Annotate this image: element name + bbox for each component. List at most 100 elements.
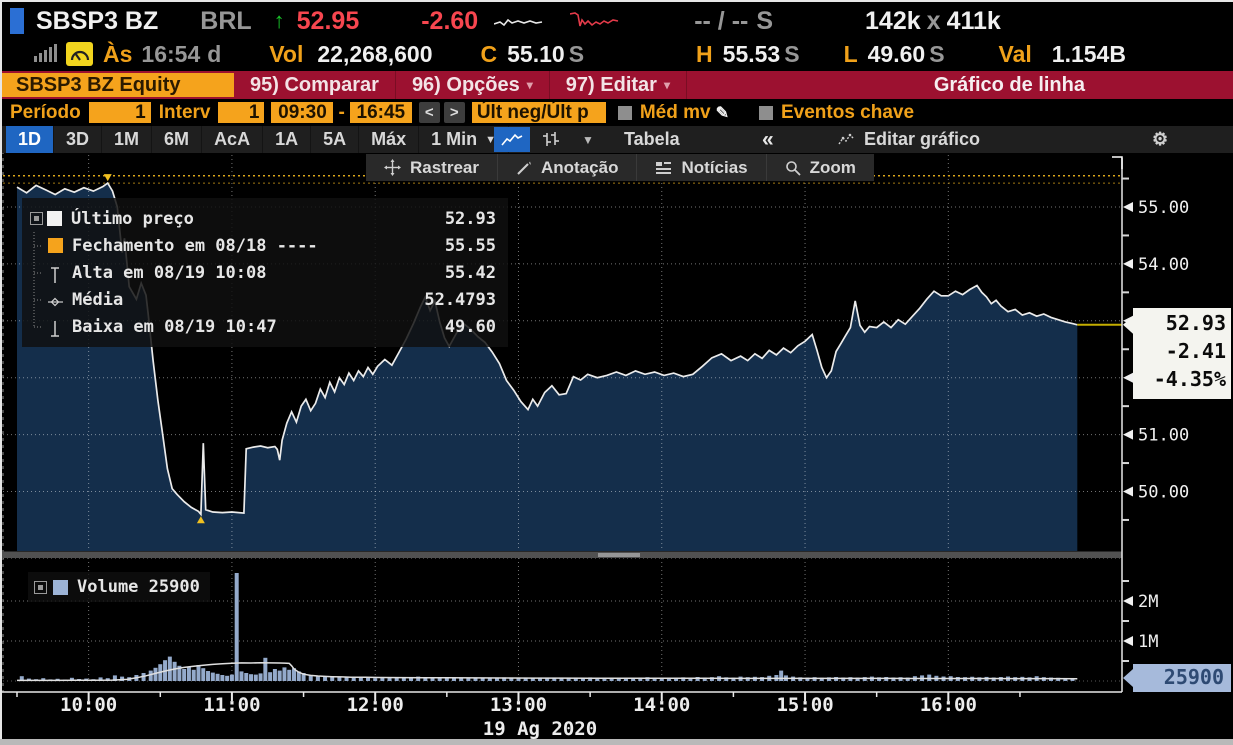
menu-item-opcoes[interactable]: 96) Opções ▾ [396, 71, 550, 99]
tab-1m[interactable]: 1M [102, 126, 153, 153]
val-value: 1.154B [1051, 40, 1126, 67]
low-value: 49.60 [867, 40, 926, 67]
chevron-down-icon: ▼ [582, 132, 594, 147]
volume-legend[interactable]: Volume 25900 [28, 572, 210, 602]
size-x: x [926, 6, 941, 35]
line-chart-type-button[interactable] [494, 127, 530, 152]
window-border-bottom [0, 739, 1233, 745]
tab-3d[interactable]: 3D [54, 126, 103, 153]
tab-1a[interactable]: 1A [263, 126, 312, 153]
menu-item-editar[interactable]: 97) Editar ▾ [550, 71, 687, 99]
prev-arrow-button[interactable]: < [418, 102, 440, 123]
high-label: H [696, 40, 713, 67]
svg-text:12:00: 12:00 [347, 694, 404, 716]
bid-size: 142k [865, 6, 921, 35]
track-button[interactable]: Rastrear [366, 154, 498, 181]
svg-text:19 Ag 2020: 19 Ag 2020 [483, 718, 597, 740]
chart-type-dropdown[interactable]: ▼ [574, 127, 602, 152]
ticker-color-chip [10, 8, 24, 34]
ticker-tab[interactable]: SBSP3 BZ Equity [2, 73, 234, 97]
collapse-button[interactable]: « [762, 127, 774, 151]
legend-label: Baixa em 08/19 10:47 [72, 316, 277, 337]
volume-value: 22,268,600 [317, 40, 433, 67]
news-label: Notícias [681, 157, 748, 177]
mean-marker-icon [48, 292, 63, 307]
legend-value: 49.60 [444, 316, 496, 337]
chevron-down-icon: ▾ [663, 78, 670, 92]
legend-row-low: Baixa em 08/19 10:47 49.60 [30, 313, 496, 340]
med-mv-label: Méd mv [639, 101, 711, 123]
track-label: Rastrear [410, 157, 479, 177]
ohlc-bars-icon [543, 132, 559, 146]
svg-text:54.00: 54.00 [1138, 255, 1189, 275]
svg-text:55.00: 55.00 [1138, 198, 1189, 218]
collapse-box-icon[interactable] [34, 580, 47, 594]
chevron-down-icon: ▼ [485, 133, 497, 146]
table-button[interactable]: Tabela [624, 129, 680, 149]
window-border-left [0, 0, 2, 745]
tab-max[interactable]: Máx [359, 126, 420, 153]
gauge-icon[interactable] [66, 42, 93, 66]
pencil-icon[interactable]: ✎ [715, 104, 729, 122]
bar-chart-type-button[interactable] [534, 127, 568, 152]
gear-icon[interactable]: ⚙ [1152, 129, 1169, 149]
med-mv-checkbox[interactable] [617, 105, 632, 120]
svg-text:14:00: 14:00 [633, 694, 690, 716]
tab-6m[interactable]: 6M [152, 126, 203, 153]
edit-chart-label: Editar gráfico [864, 129, 981, 149]
security-info-bar: SBSP3 BZ BRL ↑ 52.95 -2.60 -- / -- S 142… [2, 2, 1233, 71]
volume-swatch [53, 579, 68, 595]
collapse-box-icon[interactable] [30, 212, 43, 225]
next-arrow-button[interactable]: > [443, 102, 465, 123]
period-settings-bar: Período 1 Interv 1 09:30 - 16:45 < > Últ… [2, 99, 1233, 126]
eventos-label: Eventos chave [780, 101, 915, 123]
low-label: L [843, 40, 858, 67]
chart-toolbar: Rastrear Anotação Notícias Zoom [366, 154, 874, 181]
period-input[interactable]: 1 [88, 102, 151, 123]
legend-label: Fechamento em 08/18 ---- [72, 235, 318, 256]
svg-text:11:00: 11:00 [203, 694, 260, 716]
svg-text:1M: 1M [1138, 632, 1158, 652]
legend-row-high: Alta em 08/19 10:08 55.42 [30, 259, 496, 286]
edit-chart-button[interactable]: Editar gráfico [838, 127, 980, 152]
window-border-top [0, 0, 1233, 2]
legend-value: 52.93 [444, 208, 496, 229]
close-label: C [480, 40, 498, 67]
price-tag-last: 52.93 [1166, 311, 1226, 335]
currency-label: BRL [200, 6, 252, 35]
line-chart-icon [501, 133, 523, 146]
start-time-input[interactable]: 09:30 [271, 102, 334, 123]
tree-branch-icon [30, 313, 48, 340]
last-price: 52.95 [296, 6, 360, 35]
range-tab-bar: 1D 3D 1M 6M AcA 1A 5A Máx 1 Min ▼ ▼ Tabe… [2, 126, 1233, 153]
zoom-button[interactable]: Zoom [767, 154, 874, 181]
tab-5a[interactable]: 5A [311, 126, 360, 153]
crosshair-move-icon [384, 159, 401, 176]
news-button[interactable]: Notícias [637, 154, 767, 181]
vol-label: Vol [269, 40, 304, 67]
price-legend-panel[interactable]: Último preço 52.93 Fechamento em 08/18 -… [22, 198, 508, 347]
bid-ask: -- / -- [694, 6, 749, 35]
price-tag-pct: -4.35% [1154, 367, 1226, 391]
eventos-checkbox[interactable] [758, 105, 773, 120]
magnifier-icon [785, 160, 801, 176]
menu-item-label: 96) Opções [411, 73, 520, 96]
up-arrow-icon: ↑ [273, 8, 285, 33]
bid-ask-suffix: S [756, 6, 774, 35]
annotate-button[interactable]: Anotação [498, 154, 638, 181]
tab-aca[interactable]: AcA [202, 126, 264, 153]
interval-dropdown-label: 1 Min [431, 129, 478, 149]
menu-item-label: 95) Comparar [250, 73, 379, 96]
legend-label: Alta em 08/19 10:08 [72, 262, 267, 283]
end-time-input[interactable]: 16:45 [349, 102, 412, 123]
menu-item-comparar[interactable]: 95) Comparar [234, 71, 396, 99]
annotate-label: Anotação [541, 157, 619, 177]
price-type-dropdown[interactable]: Últ neg/Últ p [471, 102, 606, 123]
svg-text:15:00: 15:00 [776, 694, 833, 716]
interval-input[interactable]: 1 [218, 102, 265, 123]
price-change: -2.60 [421, 6, 479, 35]
tab-1d[interactable]: 1D [6, 126, 55, 153]
high-suffix: S [784, 40, 800, 67]
volume-legend-label: Volume 25900 [77, 577, 200, 597]
